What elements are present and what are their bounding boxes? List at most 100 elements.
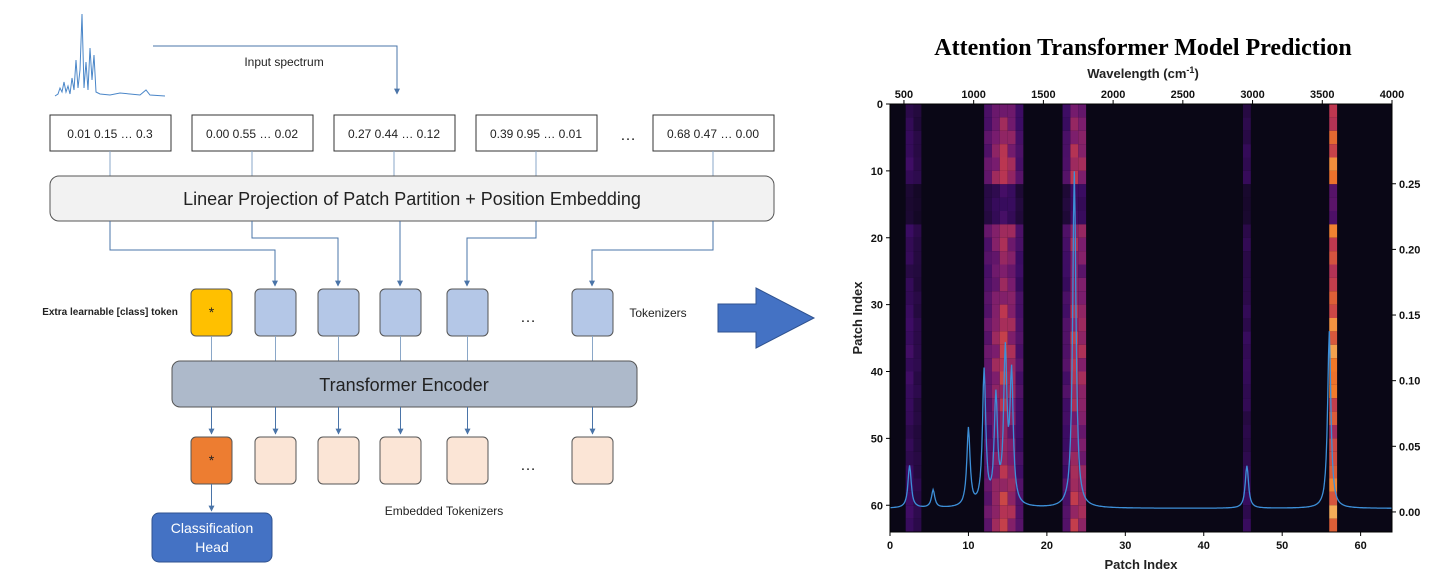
chart-title: Attention Transformer Model Prediction	[934, 35, 1352, 61]
heatmap-cell	[999, 358, 1008, 372]
heatmap-cell	[1015, 211, 1024, 225]
heatmap-cell	[984, 184, 992, 198]
patch-value: 0.27 0.44 … 0.12	[348, 127, 440, 141]
heatmap-cell	[1062, 251, 1071, 265]
heatmap-cell	[1015, 130, 1024, 145]
heatmap-cell	[991, 157, 1000, 171]
heatmap-cell	[991, 505, 1000, 519]
heatmap-cell	[1015, 304, 1024, 318]
heatmap-cell	[1015, 398, 1024, 412]
heatmap-cell	[991, 344, 1000, 359]
heatmap-cell	[1078, 170, 1087, 185]
heatmap-cell	[1070, 251, 1079, 265]
classification-head-line1: Classification	[171, 520, 253, 536]
heatmap-cell	[999, 130, 1008, 145]
heatmap-cell	[1062, 438, 1071, 452]
heatmap-cell	[1329, 304, 1338, 318]
heatmap-cell	[1007, 144, 1016, 158]
tick-label: 2500	[1171, 89, 1195, 101]
heatmap-cell	[984, 211, 992, 225]
heatmap-cell	[1070, 465, 1079, 479]
heatmap-cell	[999, 491, 1008, 506]
spectrum-overlay	[889, 171, 1392, 509]
heatmap-cell	[905, 144, 914, 158]
heatmap-cell	[1242, 398, 1251, 412]
heatmap-cell	[984, 304, 992, 318]
heatmap-cell	[1242, 197, 1251, 211]
heatmap-cell	[1070, 237, 1079, 252]
heatmap-cell	[1242, 117, 1251, 131]
heatmap-cell	[913, 371, 922, 385]
heatmap-cell	[1007, 438, 1016, 452]
class-token-symbol: *	[209, 304, 215, 320]
heatmap-cell	[1070, 411, 1079, 425]
heatmap-cell	[1007, 104, 1016, 118]
heatmap-cell	[1062, 344, 1071, 359]
heatmap-cell	[1062, 104, 1071, 118]
heatmap-cell	[999, 505, 1008, 519]
heatmap-cell	[984, 331, 992, 345]
heatmap-cell	[1015, 291, 1024, 305]
heatmap-cell	[991, 170, 1000, 185]
heatmap-cell	[1078, 518, 1087, 532]
heatmap-cell	[913, 291, 922, 305]
heatmap-cell	[1070, 104, 1079, 118]
heatmap-cell	[984, 478, 992, 492]
bottom-ticks: 0 10 20 30 40 50 60	[887, 532, 1367, 552]
heatmap-cell	[1015, 384, 1024, 399]
patch-value: 0.39 0.95 … 0.01	[490, 127, 582, 141]
heatmap-cell	[991, 518, 1000, 532]
heatmap-cell	[1062, 211, 1071, 225]
heatmap-cell	[913, 277, 922, 292]
heatmap-cell	[984, 518, 992, 532]
heatmap-cell	[1015, 478, 1024, 492]
heatmap-cell	[1062, 358, 1071, 372]
tick-label: 1500	[1031, 89, 1055, 101]
heatmap-cell	[1078, 425, 1087, 439]
heatmap-cell	[984, 438, 992, 452]
heatmap-cell	[1062, 465, 1071, 479]
heatmap-cell	[905, 130, 914, 145]
heatmap-cell	[984, 197, 992, 211]
heatmap-cell	[1070, 384, 1079, 399]
heatmap-cell	[905, 157, 914, 171]
projection-label: Linear Projection of Patch Partition + P…	[183, 189, 641, 209]
right-ticks: 0.25 0.20 0.15 0.10 0.05 0.00	[1392, 179, 1420, 519]
heatmap-cell	[1242, 291, 1251, 305]
heatmap-cell	[905, 117, 914, 131]
heatmap-cell	[1015, 318, 1024, 332]
heatmap-cell	[999, 291, 1008, 305]
heatmap-cell	[999, 170, 1008, 185]
heatmap-cell	[1070, 398, 1079, 412]
token	[317, 288, 360, 337]
input-spectrum-label: Input spectrum	[244, 55, 323, 69]
heatmap-cell	[984, 251, 992, 265]
heatmap-cell	[905, 251, 914, 265]
token	[379, 288, 422, 337]
tokenizers-label: Tokenizers	[629, 306, 686, 320]
tick-label: 1000	[961, 89, 985, 101]
tick-label: 20	[871, 233, 883, 245]
heatmap-cell	[913, 251, 922, 265]
left-axis-label: Patch Index	[850, 281, 865, 355]
heatmap-cell	[905, 170, 914, 185]
heatmap-cell	[1015, 224, 1024, 238]
token-ellipsis: …	[520, 309, 536, 326]
heatmap-cell	[984, 318, 992, 332]
heatmap-cell	[1015, 237, 1024, 252]
heatmap-cell	[913, 264, 922, 278]
heatmap-cell	[1070, 318, 1079, 332]
heatmap-cell	[1078, 237, 1087, 252]
heatmap-cell	[1078, 505, 1087, 519]
heatmap-cell	[1070, 130, 1079, 145]
tick-label: 60	[1355, 540, 1367, 552]
heatmap-cell	[1007, 384, 1016, 399]
heatmap-cell	[984, 505, 992, 519]
heatmap-cell	[1007, 344, 1016, 359]
class-token-label: Extra learnable [class] token	[42, 307, 178, 318]
heatmap-cell	[991, 478, 1000, 492]
heatmap-cell	[913, 358, 922, 372]
heatmap-cell	[1062, 451, 1071, 466]
heatmap-cell	[991, 291, 1000, 305]
heatmap-cell	[1015, 197, 1024, 211]
